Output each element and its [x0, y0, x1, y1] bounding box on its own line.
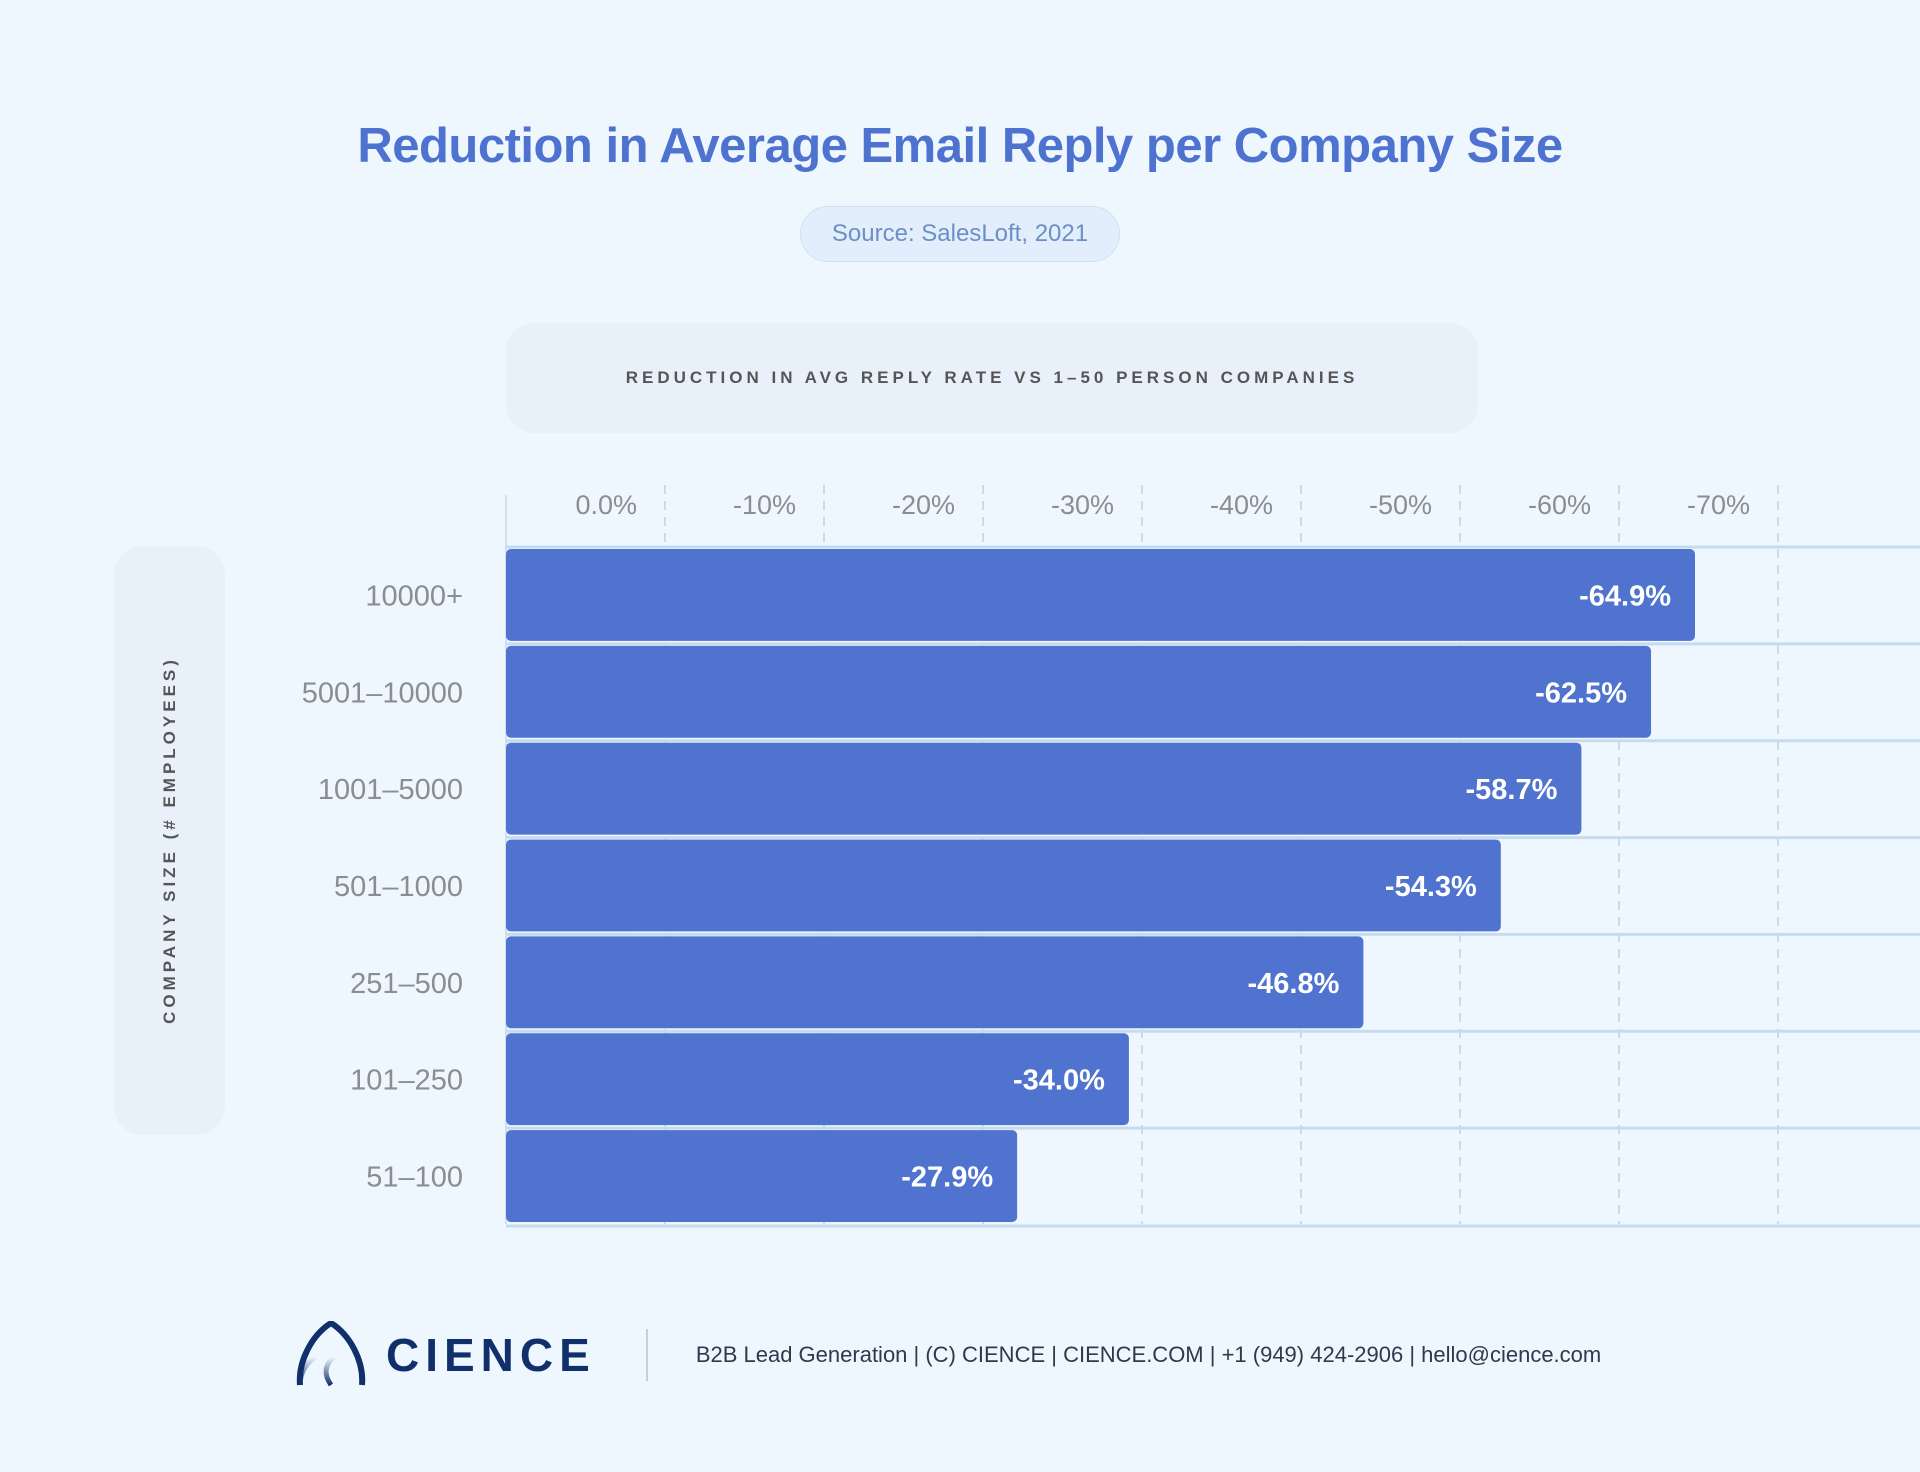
x-axis-title: REDUCTION IN AVG REPLY RATE VS 1–50 PERS…	[506, 323, 1478, 433]
x-tick-label: -60%	[1528, 490, 1591, 520]
source-badge: Source: SalesLoft, 2021	[800, 206, 1120, 262]
footer: CIENCE B2B Lead Generation | (C) CIENCE …	[294, 1321, 1602, 1387]
data-label: -34.0%	[1013, 1065, 1105, 1097]
category-label: 5001–10000	[302, 677, 463, 709]
data-label: -62.5%	[1535, 677, 1627, 709]
x-tick-label: -10%	[733, 490, 796, 520]
x-tick-label: -50%	[1369, 490, 1432, 520]
y-axis-title-box	[114, 546, 225, 1135]
data-label: -46.8%	[1248, 968, 1340, 1000]
footer-divider	[645, 1329, 648, 1381]
data-label: -64.9%	[1579, 580, 1671, 612]
x-tick-label: -40%	[1210, 490, 1273, 520]
category-label: 10000+	[365, 580, 463, 612]
bar	[506, 1033, 1129, 1126]
brand-name: CIENCE	[386, 1329, 596, 1381]
footer-contact: B2B Lead Generation | (C) CIENCE | CIENC…	[695, 1342, 1602, 1367]
category-label: 501–1000	[334, 871, 463, 903]
x-tick-label: -30%	[1051, 490, 1114, 520]
category-label: 251–500	[350, 968, 463, 1000]
category-label: 101–250	[350, 1065, 463, 1097]
x-tick-label: -70%	[1687, 490, 1750, 520]
bar	[506, 549, 1695, 641]
bar	[506, 936, 1364, 1029]
data-label: -58.7%	[1466, 774, 1558, 806]
category-label: 1001–5000	[318, 774, 463, 806]
category-label: 51–100	[366, 1162, 463, 1194]
bar	[506, 839, 1501, 932]
x-tick-label: -20%	[892, 490, 955, 520]
x-tick-label: 0.0%	[575, 490, 637, 520]
bar	[506, 742, 1582, 835]
data-label: -54.3%	[1385, 871, 1477, 903]
bar	[506, 1130, 1018, 1222]
data-label: -27.9%	[901, 1162, 993, 1194]
page-title: Reduction in Average Email Reply per Com…	[357, 119, 1563, 173]
cience-logo-icon	[296, 1321, 366, 1387]
bar	[506, 645, 1652, 738]
